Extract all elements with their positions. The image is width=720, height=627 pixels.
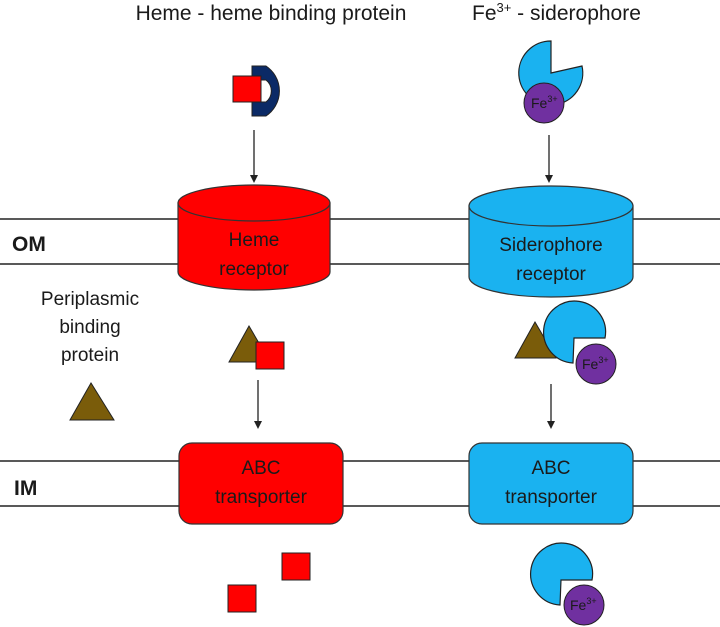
fe-label-top: Fe3+ [531,94,558,111]
om-label: OM [12,233,46,256]
fe-label-cyto: Fe3+ [570,596,597,613]
siderophore-receptor-label-1: Siderophore [499,235,603,256]
siderophore-pacman-periplasm [543,300,607,364]
heme-square-cyto-1 [281,552,311,581]
siderophore-pacman-cyto [530,542,594,606]
heme-square-periplasm [255,341,285,370]
abc-heme-label-1: ABC [241,458,280,479]
fe-ion-periplasm [575,343,617,385]
abc-fe-label-2: transporter [505,487,598,508]
periplasmic-label-3: protein [61,345,119,366]
fe-label-periplasm: Fe3+ [582,355,609,372]
heme-receptor-label-2: receptor [219,259,289,280]
fe-ion-top [523,82,565,124]
pbp-siderophore-complex: Fe3+ [514,300,617,385]
heme-receptor-label-1: Heme [229,230,280,251]
fe-siderophore-complex-cyto: Fe3+ [530,542,605,626]
im-label: IM [14,477,37,500]
abc-heme-label-2: transporter [215,487,308,508]
abc-transporter-heme: ABC transporter [178,442,344,525]
pbp-heme-complex [228,324,285,370]
heme-protein-complex [232,65,280,117]
heme-title: Heme - heme binding protein [136,2,407,25]
heme-square-cyto-2 [227,584,257,613]
siderophore-receptor: Siderophore receptor [468,185,634,298]
periplasmic-protein-triangle [69,382,115,421]
periplasmic-label-2: binding [59,317,120,338]
periplasmic-label-1: Periplasmic [41,289,139,310]
abc-fe-label-1: ABC [531,458,570,479]
siderophore-receptor-label-2: receptor [516,264,586,285]
fe-ion-cyto [563,584,605,626]
fe-siderophore-title: Fe3+ - siderophore [472,0,641,25]
abc-transporter-siderophore: ABC transporter [468,442,634,525]
heme-square-top [232,75,262,103]
heme-receptor: Heme receptor [177,184,331,291]
fe-siderophore-complex-top: Fe3+ [518,40,584,124]
